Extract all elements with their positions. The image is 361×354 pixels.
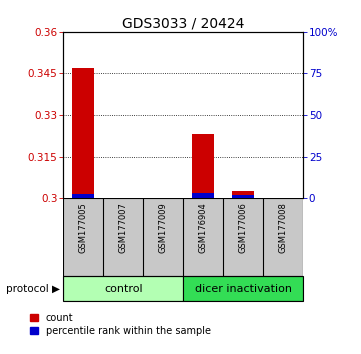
Bar <box>63 276 183 301</box>
Bar <box>232 195 254 198</box>
Bar <box>232 191 254 198</box>
Text: control: control <box>104 284 143 293</box>
Bar <box>192 193 214 198</box>
Text: dicer inactivation: dicer inactivation <box>195 284 292 293</box>
Bar <box>192 135 214 198</box>
Text: GSM177007: GSM177007 <box>119 202 128 253</box>
Bar <box>72 194 94 198</box>
Title: GDS3033 / 20424: GDS3033 / 20424 <box>122 17 244 31</box>
Text: GSM177005: GSM177005 <box>79 202 88 253</box>
Legend: count, percentile rank within the sample: count, percentile rank within the sample <box>30 313 211 336</box>
Text: GSM177006: GSM177006 <box>239 202 248 253</box>
Text: GSM177009: GSM177009 <box>159 202 168 253</box>
Bar <box>72 68 94 198</box>
Text: protocol ▶: protocol ▶ <box>5 284 60 293</box>
Bar <box>183 276 303 301</box>
Text: GSM177008: GSM177008 <box>279 202 288 253</box>
Text: GSM176904: GSM176904 <box>199 202 208 253</box>
